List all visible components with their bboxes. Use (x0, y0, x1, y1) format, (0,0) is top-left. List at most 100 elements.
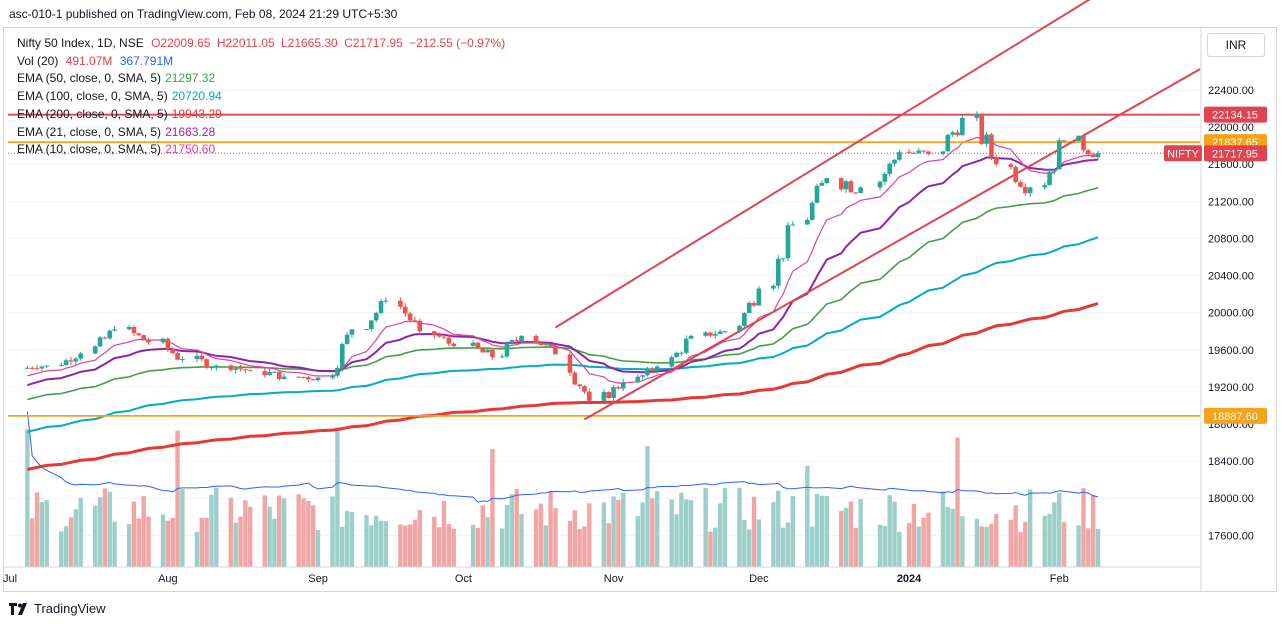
candle-body (146, 340, 151, 343)
candle-body (214, 365, 219, 368)
candle-body (853, 192, 859, 194)
legend-ema-row[interactable]: EMA (10, close, 0, SMA, 5) 21750.60 (17, 141, 509, 159)
candles (25, 111, 1101, 403)
volume-bar (475, 527, 481, 567)
volume-bar (809, 526, 815, 567)
candle-body (979, 114, 985, 144)
volume-bar (882, 525, 888, 567)
candle-body (751, 302, 757, 306)
candle-body (577, 384, 582, 387)
volume-bar (499, 528, 505, 567)
volume-ma-value: 367.791M (119, 53, 174, 68)
candle-body (1013, 166, 1018, 183)
time-tick-label: Feb (1050, 573, 1069, 585)
candle-body (1056, 140, 1062, 170)
ema-value: 20720.94 (171, 89, 222, 104)
candle-body (640, 375, 645, 377)
volume-bar (412, 519, 418, 567)
candle-body (1047, 171, 1052, 186)
legend-symbol-row[interactable]: Nifty 50 Index, 1D, NSE O22009.65 H22011… (17, 35, 509, 53)
volume-bar (519, 513, 524, 567)
volume-label: Vol (20) (17, 53, 59, 68)
volume-bar (906, 522, 912, 567)
candle-body (228, 365, 234, 370)
price-label-box (1204, 407, 1267, 424)
volume-bar (1061, 522, 1067, 567)
candle-body (194, 355, 200, 360)
price-tick-label: 20400.00 (1208, 271, 1254, 283)
volume-bar (238, 516, 243, 567)
tradingview-logo[interactable]: TradingView (9, 601, 106, 616)
candle-body (683, 338, 689, 353)
candle-body (708, 332, 713, 336)
volume-bar (199, 517, 204, 567)
candle-body (814, 185, 820, 203)
volume-bar (470, 524, 476, 567)
candle-body (960, 117, 965, 136)
volume-bar (364, 514, 369, 567)
candle-body (39, 366, 45, 369)
candle-body (1027, 187, 1033, 194)
volume-bar (446, 524, 452, 567)
symbol-name: Nifty 50 Index, 1D, NSE (17, 36, 144, 50)
volume-bar (514, 489, 519, 567)
volume-bar (504, 504, 510, 567)
legend-ema-row[interactable]: EMA (50, close, 0, SMA, 5) 21297.32 (17, 70, 509, 88)
candle-body (620, 382, 626, 389)
brand-text: TradingView (34, 601, 106, 616)
volume-bar (262, 495, 267, 567)
volume-bar (650, 498, 655, 567)
volume-bar (989, 523, 994, 567)
ema-value: 21297.32 (165, 71, 216, 86)
volume-bar (509, 494, 515, 567)
volume-bar (296, 494, 301, 567)
candle-body (412, 320, 418, 322)
trend-line (583, 68, 1201, 421)
candle-body (373, 312, 379, 321)
candle-body (402, 306, 408, 314)
candle-body (809, 202, 815, 220)
candle-body (805, 219, 810, 225)
candle-body (984, 134, 989, 144)
candle-body (504, 343, 510, 357)
volume-bar (228, 497, 234, 567)
volume-bar (858, 499, 863, 567)
time-axis[interactable]: Jul Aug Sep Oct Nov Dec 2024 Feb (3, 566, 1201, 585)
candle-body (272, 371, 277, 373)
volume-bar (373, 515, 379, 567)
legend-ema-row[interactable]: EMA (21, close, 0, SMA, 5) 21663.28 (17, 124, 509, 142)
currency-selector[interactable]: INR (1207, 33, 1265, 57)
volume-bar (1052, 502, 1057, 567)
candle-body (509, 340, 515, 344)
candle-body (339, 343, 345, 369)
volume-bar (635, 516, 640, 567)
legend-ema-row[interactable]: EMA (100, close, 0, SMA, 5) 20720.94 (17, 88, 509, 106)
candle-body (887, 163, 892, 174)
candle-body (989, 134, 994, 158)
volume-bar (703, 487, 708, 567)
volume-bar (306, 501, 311, 567)
volume-bar (679, 492, 684, 567)
candle-body (335, 368, 340, 376)
horizontal-levels[interactable] (8, 113, 1200, 417)
volume-bar (611, 496, 616, 567)
candle-body (848, 181, 854, 193)
trend-lines[interactable] (554, 0, 1201, 421)
legend-ema-row[interactable]: EMA (200, close, 0, SMA, 5) 19943.29 (17, 106, 509, 124)
legend-volume-row[interactable]: Vol (20) 491.07M 367.791M (17, 53, 509, 71)
volume-ma-polyline (26, 411, 1099, 503)
candle-body (858, 187, 863, 194)
ema-lines (27, 136, 1099, 471)
candle-body (378, 301, 384, 313)
volume-bar (839, 510, 844, 567)
volume-bar (708, 531, 713, 567)
candle-body (519, 335, 524, 342)
candle-body (877, 181, 883, 188)
volume-bar (669, 499, 674, 567)
candle-body (950, 132, 955, 135)
volume-bar (383, 521, 389, 567)
volume-bar (1023, 521, 1028, 567)
candle-body (1086, 150, 1091, 155)
candle-body (407, 313, 413, 321)
